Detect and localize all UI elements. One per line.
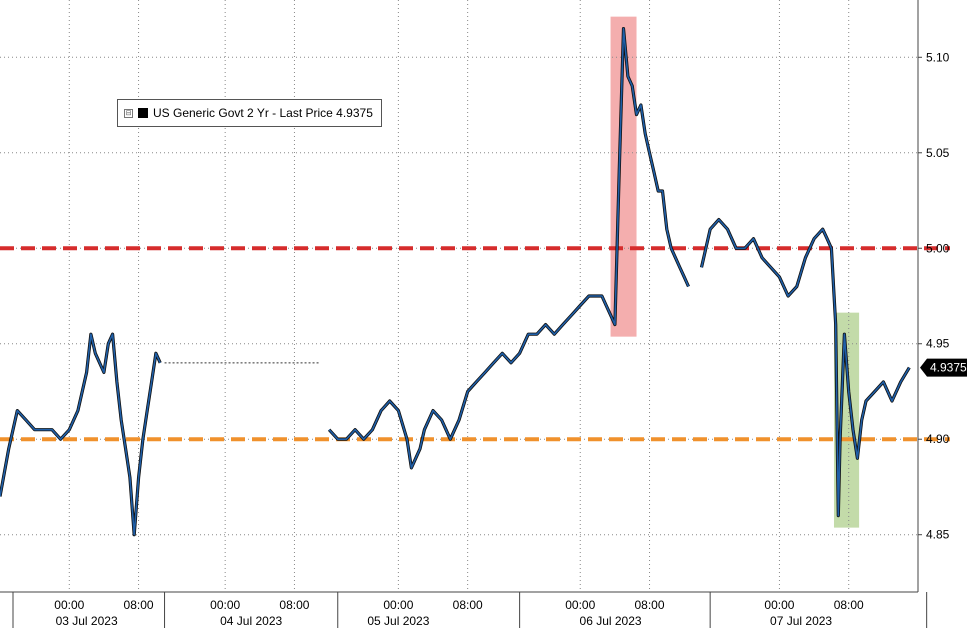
day-label-0: 03 Jul 2023 bbox=[56, 614, 118, 628]
time-tick-label-9: 08:00 bbox=[834, 598, 864, 612]
day-label-4: 07 Jul 2023 bbox=[770, 614, 832, 628]
day-label-1: 04 Jul 2023 bbox=[220, 614, 282, 628]
time-tick-label-2: 00:00 bbox=[210, 598, 240, 612]
series-line-1 bbox=[328, 27, 690, 469]
time-tick-label-3: 08:00 bbox=[279, 598, 309, 612]
series-line-0 bbox=[0, 333, 161, 536]
series-shadow-2 bbox=[699, 218, 911, 518]
y-tick-label-1: 4.90 bbox=[926, 432, 950, 446]
y-tick-label-0: 4.85 bbox=[926, 528, 950, 542]
last-price-label: 4.9375 bbox=[930, 361, 967, 375]
legend-swatch bbox=[138, 108, 148, 118]
y-tick-label-5: 5.10 bbox=[926, 50, 950, 64]
day-label-3: 06 Jul 2023 bbox=[580, 614, 642, 628]
time-tick-label-5: 08:00 bbox=[453, 598, 483, 612]
y-tick-label-4: 5.05 bbox=[926, 146, 950, 160]
time-tick-label-6: 00:00 bbox=[565, 598, 595, 612]
time-tick-label-7: 08:00 bbox=[635, 598, 665, 612]
legend[interactable]: ⊟ US Generic Govt 2 Yr - Last Price 4.93… bbox=[117, 99, 382, 127]
series-line-2 bbox=[700, 218, 910, 517]
y-tick-label-3: 5.00 bbox=[926, 241, 950, 255]
time-tick-label-0: 00:00 bbox=[54, 598, 84, 612]
time-tick-label-8: 00:00 bbox=[764, 598, 794, 612]
y-tick-label-2: 4.95 bbox=[926, 337, 950, 351]
last-price-marker bbox=[920, 358, 967, 377]
day-label-2: 05 Jul 2023 bbox=[367, 614, 429, 628]
legend-toggle-icon[interactable]: ⊟ bbox=[124, 108, 133, 118]
legend-label: US Generic Govt 2 Yr - Last Price 4.9375 bbox=[153, 106, 373, 120]
time-tick-label-1: 08:00 bbox=[124, 598, 154, 612]
time-tick-label-4: 00:00 bbox=[383, 598, 413, 612]
